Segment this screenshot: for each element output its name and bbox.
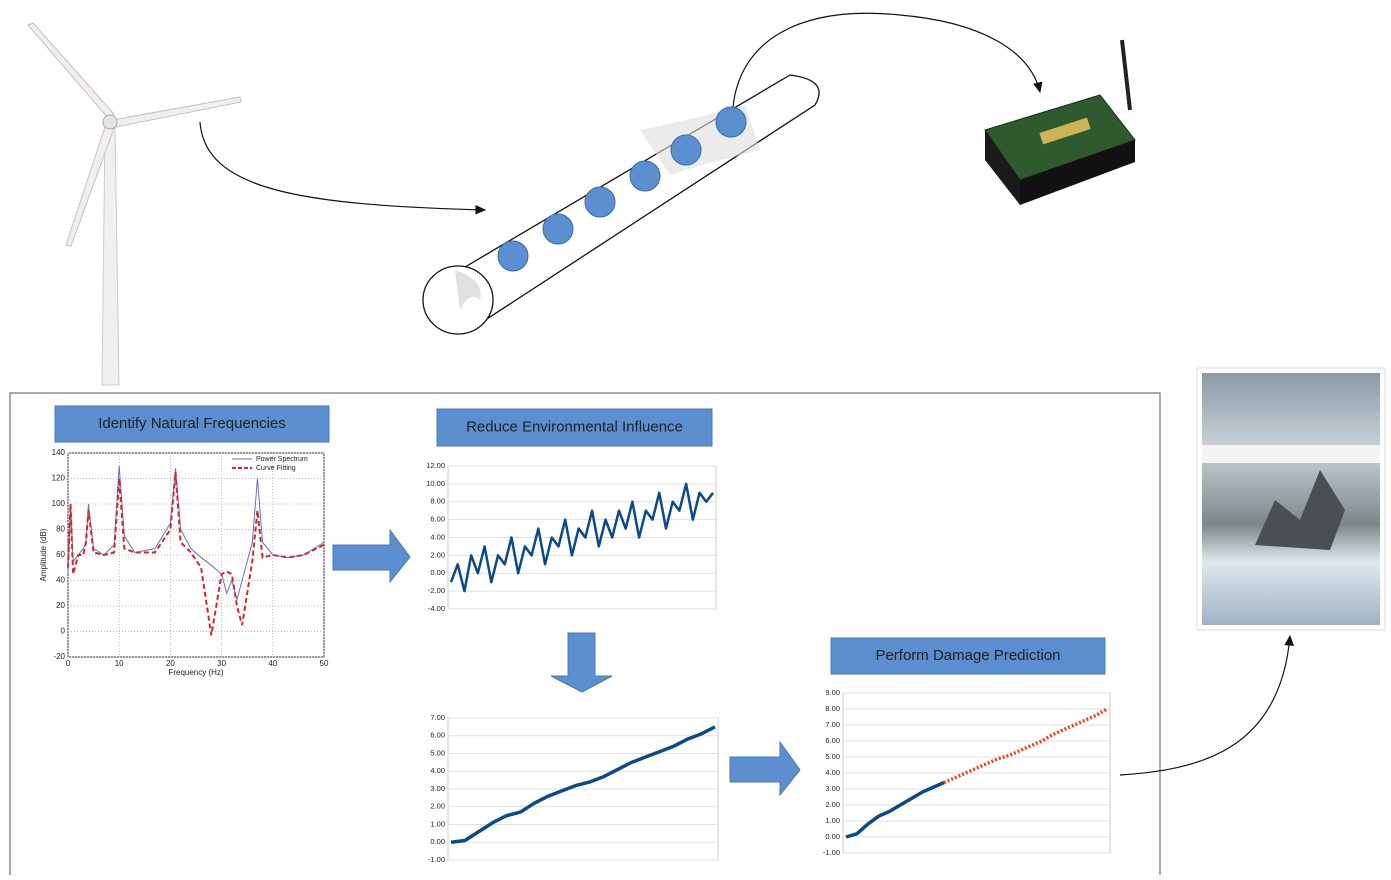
y-tick-label: 7.00 xyxy=(825,720,840,729)
y-axis-label: Amplitude (dB) xyxy=(39,528,48,581)
x-tick-label: 0 xyxy=(66,659,71,668)
y-tick-label: 0.00 xyxy=(430,837,445,846)
y-tick-label: 20 xyxy=(56,601,65,610)
sensor-board xyxy=(985,40,1135,205)
y-tick-label: 40 xyxy=(56,576,65,585)
x-tick-label: 30 xyxy=(217,659,226,668)
y-tick-label: 6.00 xyxy=(825,736,840,745)
y-tick-label: 12.00 xyxy=(426,461,445,470)
y-tick-label: 4.00 xyxy=(430,766,445,775)
y-tick-label: -1.00 xyxy=(428,855,445,864)
damage-photo xyxy=(1197,368,1385,630)
blade xyxy=(423,75,819,334)
y-tick-label: 100 xyxy=(52,499,66,508)
y-tick-label: -2.00 xyxy=(428,586,445,595)
y-tick-label: -20 xyxy=(53,652,65,661)
y-tick-label: 4.00 xyxy=(430,532,445,541)
x-axis-label: Frequency (Hz) xyxy=(168,668,223,677)
diagram: Identify Natural Frequencies Reduce Envir… xyxy=(0,0,1391,875)
y-tick-label: 120 xyxy=(52,474,66,483)
y-tick-label: 6.00 xyxy=(430,515,445,524)
y-tick-label: 1.00 xyxy=(825,816,840,825)
y-tick-label: 3.00 xyxy=(825,784,840,793)
y-tick-label: 2.00 xyxy=(430,550,445,559)
y-tick-label: 60 xyxy=(56,550,65,559)
legend-label: Power Spectrum xyxy=(256,456,308,463)
y-tick-label: -4.00 xyxy=(428,604,445,613)
arrow xyxy=(200,122,485,210)
y-tick-label: 80 xyxy=(56,525,65,534)
y-tick-label: 8.00 xyxy=(430,497,445,506)
x-tick-label: 10 xyxy=(115,659,124,668)
y-tick-label: -1.00 xyxy=(823,848,840,857)
step-label: Reduce Environmental Influence xyxy=(466,418,683,435)
y-tick-label: 8.00 xyxy=(825,704,840,713)
x-tick-label: 20 xyxy=(166,659,175,668)
y-tick-label: 5.00 xyxy=(825,752,840,761)
y-tick-label: 7.00 xyxy=(430,713,445,722)
y-tick-label: 6.00 xyxy=(430,731,445,740)
step-label: Identify Natural Frequencies xyxy=(98,415,286,432)
step-label: Perform Damage Prediction xyxy=(875,647,1060,664)
y-tick-label: 4.00 xyxy=(825,768,840,777)
y-tick-label: 5.00 xyxy=(430,748,445,757)
y-tick-label: 0 xyxy=(61,627,66,636)
y-tick-label: 0.00 xyxy=(825,832,840,841)
y-tick-label: 2.00 xyxy=(825,800,840,809)
y-tick-label: 140 xyxy=(52,448,66,457)
x-tick-label: 40 xyxy=(268,659,277,668)
y-tick-label: 10.00 xyxy=(426,479,445,488)
x-tick-label: 50 xyxy=(320,659,329,668)
y-tick-label: 3.00 xyxy=(430,784,445,793)
y-tick-label: 1.00 xyxy=(430,819,445,828)
y-tick-label: 2.00 xyxy=(430,802,445,811)
arrow xyxy=(1120,636,1290,775)
wind-turbine xyxy=(28,23,241,385)
y-tick-label: 0.00 xyxy=(430,568,445,577)
y-tick-label: 9.00 xyxy=(825,688,840,697)
legend-label: Curve Fitting xyxy=(256,465,296,472)
